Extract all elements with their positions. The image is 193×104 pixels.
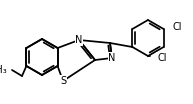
Text: N: N: [108, 53, 116, 63]
Text: Cl: Cl: [173, 22, 182, 32]
Text: S: S: [60, 76, 66, 86]
Text: OCH₃: OCH₃: [0, 65, 7, 75]
Text: N: N: [75, 35, 83, 45]
Text: Cl: Cl: [157, 53, 167, 63]
